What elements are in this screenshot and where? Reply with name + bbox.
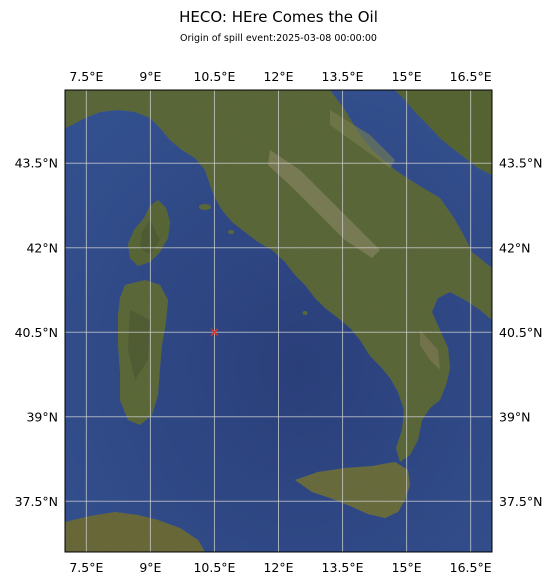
- lon-tick-label: 9°E: [139, 69, 161, 84]
- lat-tick-label: 37.5°N: [499, 494, 542, 509]
- map-subtitle: Origin of spill event:2025-03-08 00:00:0…: [180, 33, 377, 44]
- lon-tick-label: 15°E: [392, 69, 422, 84]
- graticule: [65, 90, 492, 552]
- balkan-coast: [395, 90, 492, 175]
- lon-tick-labels-top: 7.5°E 9°E 10.5°E 12°E 13.5°E 15°E 16.5°E: [69, 69, 491, 84]
- elba-island: [199, 204, 211, 210]
- lat-tick-label: 40.5°N: [15, 325, 58, 340]
- spill-marker-stroke: [210, 328, 219, 337]
- lat-tick-label: 40.5°N: [499, 325, 542, 340]
- lat-tick-labels-left: 37.5°N 39°N 40.5°N 42°N 43.5°N: [15, 156, 58, 509]
- lon-tick-label: 10.5°E: [193, 560, 235, 575]
- lon-tick-label: 13.5°E: [322, 560, 364, 575]
- sicily-island: [295, 462, 410, 518]
- lat-tick-labels-right: 37.5°N 39°N 40.5°N 42°N 43.5°N: [499, 156, 542, 509]
- small-island: [302, 311, 308, 315]
- lon-tick-label: 10.5°E: [193, 69, 235, 84]
- lat-tick-label: 37.5°N: [15, 494, 58, 509]
- lon-tick-label: 13.5°E: [322, 69, 364, 84]
- map-frame: [64, 89, 493, 553]
- lon-tick-label: 12°E: [263, 69, 293, 84]
- lon-tick-label: 9°E: [139, 560, 161, 575]
- lon-tick-label: 12°E: [263, 560, 293, 575]
- lon-tick-label: 15°E: [392, 560, 422, 575]
- lon-tick-labels-bottom: 7.5°E 9°E 10.5°E 12°E 13.5°E 15°E 16.5°E: [69, 560, 491, 575]
- lat-tick-label: 42°N: [499, 240, 531, 255]
- lat-tick-label: 39°N: [499, 409, 531, 424]
- lon-tick-label: 7.5°E: [69, 69, 103, 84]
- north-africa-coast: [65, 512, 205, 552]
- italy-mainland: [65, 90, 492, 462]
- terrain-shading: [128, 110, 440, 380]
- lat-tick-label: 43.5°N: [15, 156, 58, 171]
- lon-tick-label: 16.5°E: [450, 69, 492, 84]
- lat-tick-label: 43.5°N: [499, 156, 542, 171]
- small-island: [228, 230, 234, 234]
- lat-tick-label: 42°N: [26, 240, 58, 255]
- lat-tick-label: 39°N: [26, 409, 58, 424]
- map-title: HECO: HEre Comes the Oil: [179, 8, 378, 26]
- lon-tick-label: 16.5°E: [450, 560, 492, 575]
- lon-tick-label: 7.5°E: [69, 560, 103, 575]
- red-x-icon: [210, 328, 219, 337]
